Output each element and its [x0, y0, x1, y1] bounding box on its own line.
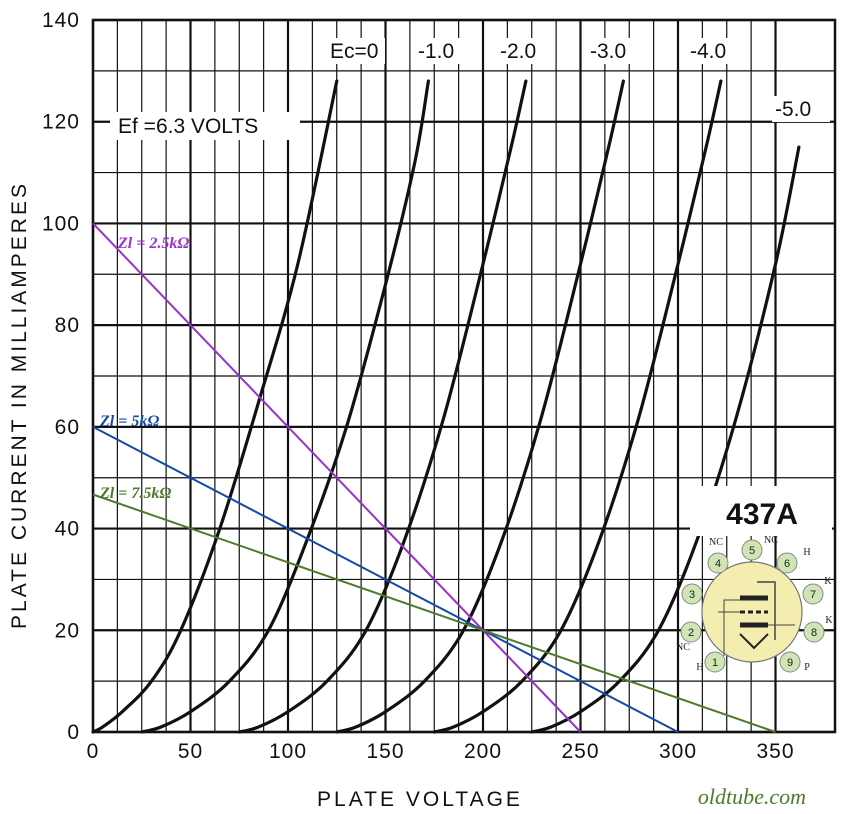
tube-pin	[680, 621, 702, 643]
tube-pin-name: NC	[764, 535, 778, 546]
x-tick-label: 250	[561, 740, 599, 763]
grid	[91, 18, 837, 734]
load-line	[92, 493, 776, 733]
curve-label: -4.0	[690, 40, 726, 63]
tube-pin	[681, 583, 703, 605]
load-line-labels: Zl = 2.5kΩ Zl = 5kΩ Zl = 7.5kΩ	[99, 235, 189, 502]
tube-pin-name: G	[676, 574, 683, 585]
x-tick-label: 200	[464, 740, 502, 763]
load-line	[92, 222, 582, 733]
tube-pin-name: NC	[709, 537, 723, 548]
tube-pin-name: P	[804, 662, 810, 673]
watermark: oldtube.com	[698, 784, 806, 809]
plate-curve	[91, 79, 339, 734]
tube-title-box	[690, 486, 832, 536]
tube-pin	[803, 621, 825, 643]
tube-pin-name: H	[803, 547, 810, 558]
tube-pin-number: 4	[715, 558, 721, 570]
tube-pin-number: 5	[749, 545, 755, 557]
y-tick-label: 100	[42, 212, 80, 235]
y-tick-label: 80	[55, 314, 80, 337]
tube-pin	[707, 552, 729, 574]
curve-label: Ec=0	[330, 40, 378, 63]
y-tick-label: 120	[42, 111, 80, 134]
load-line-label: Zl = 2.5kΩ	[117, 235, 189, 252]
curve-label: -3.0	[590, 40, 626, 63]
curve-label-bg	[587, 38, 645, 64]
tube-pin-number: 6	[784, 558, 790, 570]
tube-pin	[802, 583, 824, 605]
tube-pin-number: 9	[787, 657, 793, 669]
curve-label-bg	[772, 96, 830, 122]
annotation-box: Ef =6.3 VOLTS	[110, 112, 300, 140]
curve-label-bg	[327, 38, 385, 64]
x-tick-label: 150	[366, 740, 404, 763]
load-line-label: Zl = 5kΩ	[99, 413, 159, 430]
tube-pin-number: 3	[689, 589, 695, 601]
curve-label: -5.0	[775, 98, 811, 121]
tick-labels: 0 50 100 150 200 250 300 350 0 20 40 60 80 100 120 140	[42, 9, 794, 763]
tube-pin-number: 8	[811, 627, 817, 639]
y-tick-label: 140	[42, 9, 80, 32]
plate-curve	[432, 79, 723, 734]
y-tick-label: 60	[55, 416, 80, 439]
curve-label-bg	[497, 38, 555, 64]
tube-pin	[704, 651, 726, 673]
x-tick-label: 100	[269, 740, 307, 763]
tube-pin-name: H	[696, 662, 703, 673]
tube-title: 437A	[726, 498, 798, 531]
load-line-label: Zl = 7.5kΩ	[99, 485, 171, 502]
x-tick-label: 350	[756, 740, 794, 763]
load-lines	[92, 222, 776, 733]
tube-pin	[741, 539, 763, 561]
tube-pin-number: 7	[810, 589, 816, 601]
curve-label-bg	[687, 38, 745, 64]
x-tick-label: 50	[178, 740, 203, 763]
y-tick-label: 40	[55, 518, 80, 541]
curve-labels: Ec=0 -1.0 -2.0 -3.0 -4.0 -5.0	[327, 38, 830, 122]
tube-pin-number: 2	[688, 627, 694, 639]
tube-pin	[779, 651, 801, 673]
curve-label-bg	[415, 38, 473, 64]
tube-pin	[776, 552, 798, 574]
tube-pin-name: K	[825, 615, 833, 626]
triode-symbol-icon	[718, 581, 795, 656]
y-axis-title: PLATE CURRENT IN MILLIAMPERES	[8, 181, 31, 629]
y-tick-label: 20	[55, 619, 80, 642]
tube-pin-number: 1	[712, 657, 718, 669]
tube-pin-name: K	[824, 576, 832, 587]
tube-pin-name: NC	[676, 642, 690, 653]
x-axis-title: PLATE VOLTAGE	[317, 788, 523, 811]
curve-label: -2.0	[500, 40, 536, 63]
curve-label: -1.0	[418, 40, 454, 63]
load-line	[92, 425, 679, 733]
x-tick-label: 0	[87, 740, 100, 763]
y-tick-label: 0	[67, 721, 80, 744]
plate-curve	[335, 79, 625, 734]
x-tick-label: 300	[659, 740, 697, 763]
filament-annotation: Ef =6.3 VOLTS	[118, 115, 258, 138]
plate-curve	[237, 79, 528, 734]
